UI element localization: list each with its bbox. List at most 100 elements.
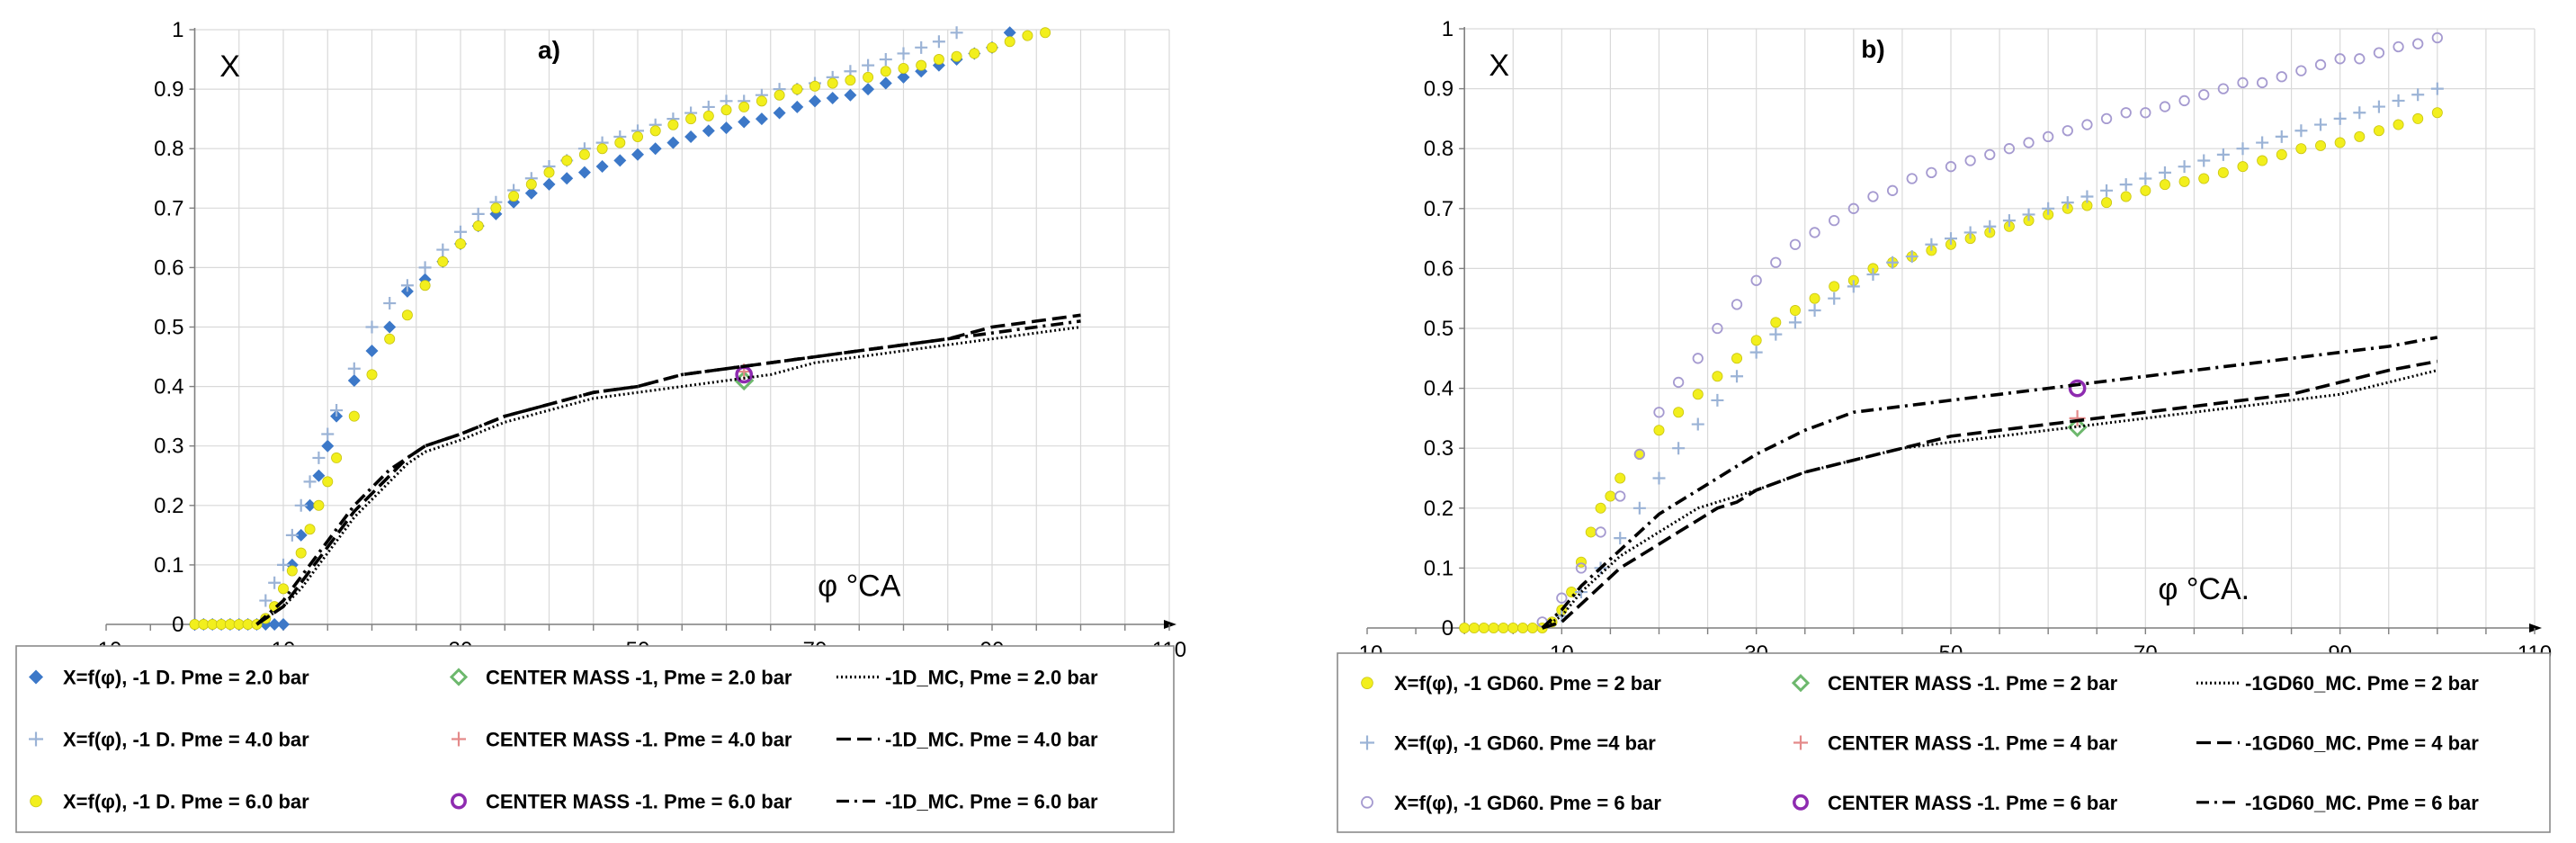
data-point	[560, 172, 574, 185]
data-point	[2373, 47, 2385, 58]
data-point	[809, 94, 821, 108]
panel-a: -10103050709011000.10.20.30.40.50.60.70.…	[15, 18, 1186, 833]
series-line	[255, 319, 1081, 626]
data-point	[1945, 232, 1957, 246]
data-point	[2068, 379, 2087, 398]
legend-label: -1GD60_MC. Pme = 6 bar	[2245, 792, 2479, 814]
data-point	[1749, 345, 1763, 359]
legend-item: -1GD60_MC. Pme = 2 bar	[2196, 672, 2479, 695]
data-point	[613, 154, 627, 167]
data-point	[286, 565, 298, 577]
data-point	[1731, 299, 1743, 310]
legend-marker	[29, 731, 43, 747]
data-point	[2119, 178, 2133, 192]
data-point	[1468, 623, 1480, 634]
data-point	[1526, 623, 1538, 634]
data-point	[879, 53, 892, 67]
data-point	[2257, 155, 2268, 166]
data-point	[756, 95, 767, 107]
legend-item: -1GD60_MC. Pme = 6 bar	[2196, 792, 2479, 814]
grid	[1464, 28, 2536, 628]
data-point	[2256, 136, 2269, 149]
data-point	[2411, 88, 2425, 102]
data-point	[1653, 407, 1665, 418]
y-tick-label: 0.1	[1424, 556, 1453, 580]
data-point	[1022, 30, 1033, 41]
data-point	[897, 70, 910, 84]
data-point	[951, 50, 962, 62]
data-point	[312, 451, 326, 464]
legend-item: X=f(φ), -1 GD60. Pme = 6 bar	[1361, 792, 1661, 814]
series-2	[1555, 82, 2444, 623]
data-point	[2139, 172, 2152, 185]
data-point	[684, 130, 698, 143]
data-point	[1614, 490, 1626, 502]
data-point	[365, 344, 379, 357]
data-point	[418, 261, 432, 274]
data-point	[1652, 471, 1666, 485]
data-point	[508, 191, 520, 202]
data-point	[1847, 280, 1860, 293]
data-point	[347, 362, 361, 375]
legend-label: X=f(φ), -1 GD60. Pme = 6 bar	[1394, 792, 1661, 814]
y-tick-label: 0.3	[154, 435, 183, 459]
data-point	[2315, 139, 2327, 151]
data-point	[366, 369, 378, 381]
legend-marker	[1361, 677, 1373, 689]
data-point	[419, 280, 431, 291]
data-point	[2022, 208, 2035, 221]
data-point	[525, 178, 537, 190]
data-point	[2069, 409, 2086, 426]
data-point	[1809, 227, 1820, 238]
data-point	[2275, 130, 2288, 143]
legend-label: -1D_MC. Pme = 6.0 bar	[885, 791, 1098, 813]
legend-marker	[1360, 735, 1374, 750]
data-point	[1829, 281, 1840, 292]
data-point	[667, 119, 679, 130]
series-5	[2069, 409, 2086, 426]
data-point	[2295, 65, 2307, 76]
data-point	[2393, 40, 2404, 53]
y-tick-label: 0.8	[1424, 137, 1453, 161]
legend-label: X=f(φ), -1 GD60. Pme = 2 bar	[1394, 672, 1661, 695]
data-point	[285, 528, 299, 542]
data-point	[259, 594, 273, 607]
legend-item: -1D_MC. Pme = 6.0 bar	[836, 791, 1098, 813]
legend-item: CENTER MASS -1. Pme = 2 bar	[1791, 672, 2118, 695]
data-point	[1750, 335, 1762, 346]
data-point	[1886, 256, 1900, 269]
y-tick-label: 1	[172, 18, 183, 42]
data-point	[321, 427, 335, 441]
data-point	[1867, 191, 1879, 202]
data-point	[1984, 148, 1996, 161]
data-point	[1691, 417, 1704, 431]
data-point	[1614, 472, 1626, 484]
data-point	[2158, 166, 2171, 179]
legend-item: CENTER MASS -1. Pme = 4 bar	[1793, 732, 2118, 755]
data-point	[322, 476, 334, 488]
legend-marker	[449, 668, 469, 686]
panel-title: a)	[538, 36, 560, 64]
data-point	[1632, 501, 1646, 515]
legend-label: X=f(φ), -1 D. Pme = 4.0 bar	[63, 729, 309, 751]
data-point	[542, 177, 556, 191]
data-point	[932, 35, 945, 49]
legend-label: -1D_MC, Pme = 2.0 bar	[885, 667, 1098, 689]
legend-item: CENTER MASS -1. Pme = 6 bar	[1793, 792, 2118, 814]
data-point	[2431, 107, 2443, 119]
x-axis-arrow	[2529, 623, 2542, 632]
data-point	[1003, 26, 1016, 40]
data-point	[2314, 118, 2328, 131]
data-point	[2295, 143, 2307, 155]
data-point	[472, 220, 484, 232]
y-tick-label: 0.9	[154, 77, 183, 102]
y-tick-label: 0.7	[1424, 197, 1453, 221]
data-point	[303, 498, 317, 512]
legend-frame	[1337, 652, 2551, 833]
data-point	[1905, 250, 1919, 264]
data-point	[1633, 448, 1646, 461]
legend-label: -1D_MC. Pme = 4.0 bar	[885, 729, 1098, 751]
data-point	[1945, 161, 1957, 173]
